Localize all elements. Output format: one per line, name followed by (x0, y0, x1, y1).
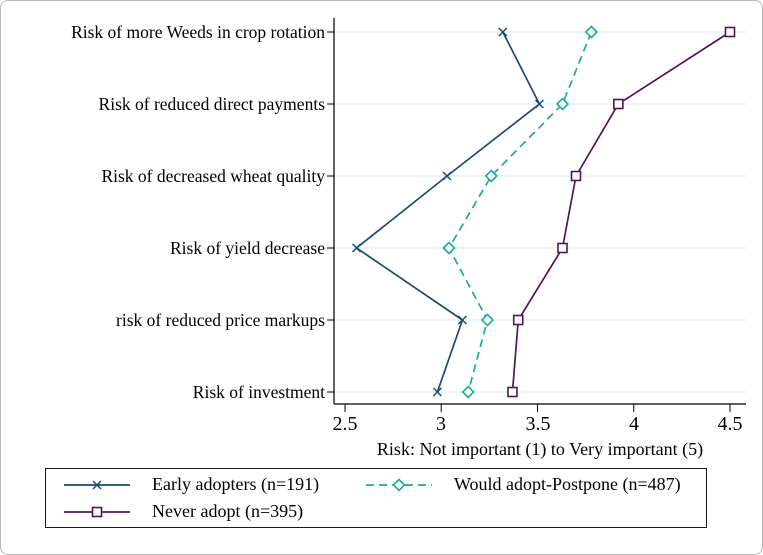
x-axis-tick-label: 2.5 (332, 413, 358, 435)
plot-canvas (327, 18, 746, 412)
legend-item: Would adopt-Postpone (n=487) (366, 473, 706, 497)
legend-line-sample-diamond-marker-icon (366, 477, 432, 492)
legend-line-sample-square-marker-icon (64, 506, 130, 517)
x-axis-tick-label: 3 (436, 413, 446, 435)
y-axis-category-label: Risk of decreased wheat quality (101, 166, 325, 186)
legend-item-label: Early adopters (n=191) (152, 474, 320, 494)
y-axis-category-label: Risk of yield decrease (169, 238, 325, 258)
legend-line-sample-x-marker-icon (64, 479, 130, 490)
x-axis-tick-label: 4 (629, 413, 639, 435)
legend: Early adopters (n=191) Would adopt-Postp… (45, 468, 707, 528)
x-axis-tick-label: 3.5 (525, 413, 551, 435)
y-axis-category-label: Risk of investment (192, 382, 325, 402)
y-axis-category-label: risk of reduced price markups (116, 310, 325, 330)
legend-item: Never adopt (n=395) (64, 500, 366, 524)
x-axis-tick-label: 4.5 (717, 413, 743, 435)
y-axis-category-label: Risk of reduced direct payments (98, 94, 325, 114)
x-axis-title: Risk: Not important (1) to Very importan… (376, 439, 704, 459)
y-axis-category-label: Risk of more Weeds in crop rotation (71, 22, 325, 42)
legend-item-label: Never adopt (n=395) (152, 501, 304, 521)
legend-item: Early adopters (n=191) (64, 473, 366, 497)
legend-item-label: Would adopt-Postpone (n=487) (454, 474, 681, 494)
